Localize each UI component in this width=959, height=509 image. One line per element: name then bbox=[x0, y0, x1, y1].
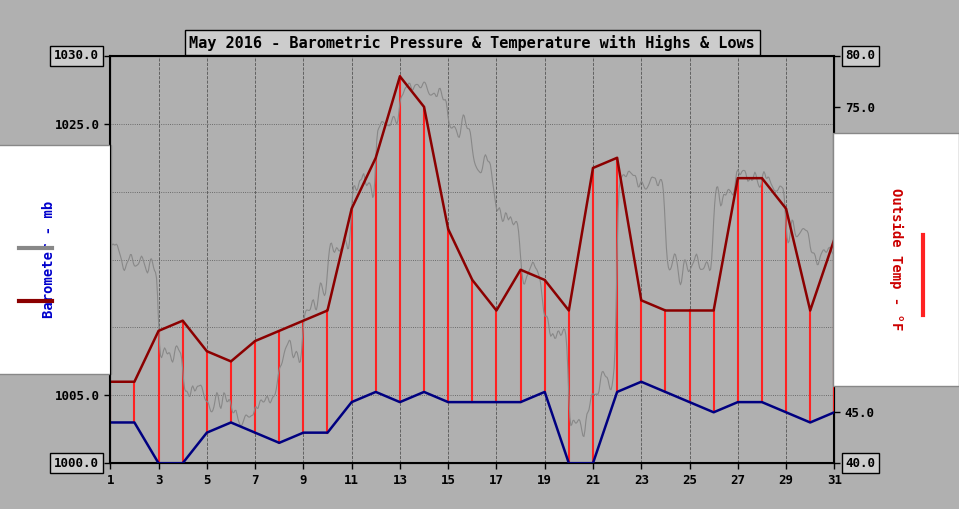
Text: 1000.0: 1000.0 bbox=[54, 457, 99, 470]
Title: May 2016 - Barometric Pressure & Temperature with Highs & Lows: May 2016 - Barometric Pressure & Tempera… bbox=[190, 35, 755, 51]
Text: 80.0: 80.0 bbox=[846, 49, 876, 63]
Text: 40.0: 40.0 bbox=[846, 457, 876, 470]
Text: Outside Temp - °F: Outside Temp - °F bbox=[889, 188, 903, 331]
Text: Barometer - mb: Barometer - mb bbox=[42, 201, 56, 318]
Text: 1030.0: 1030.0 bbox=[54, 49, 99, 63]
